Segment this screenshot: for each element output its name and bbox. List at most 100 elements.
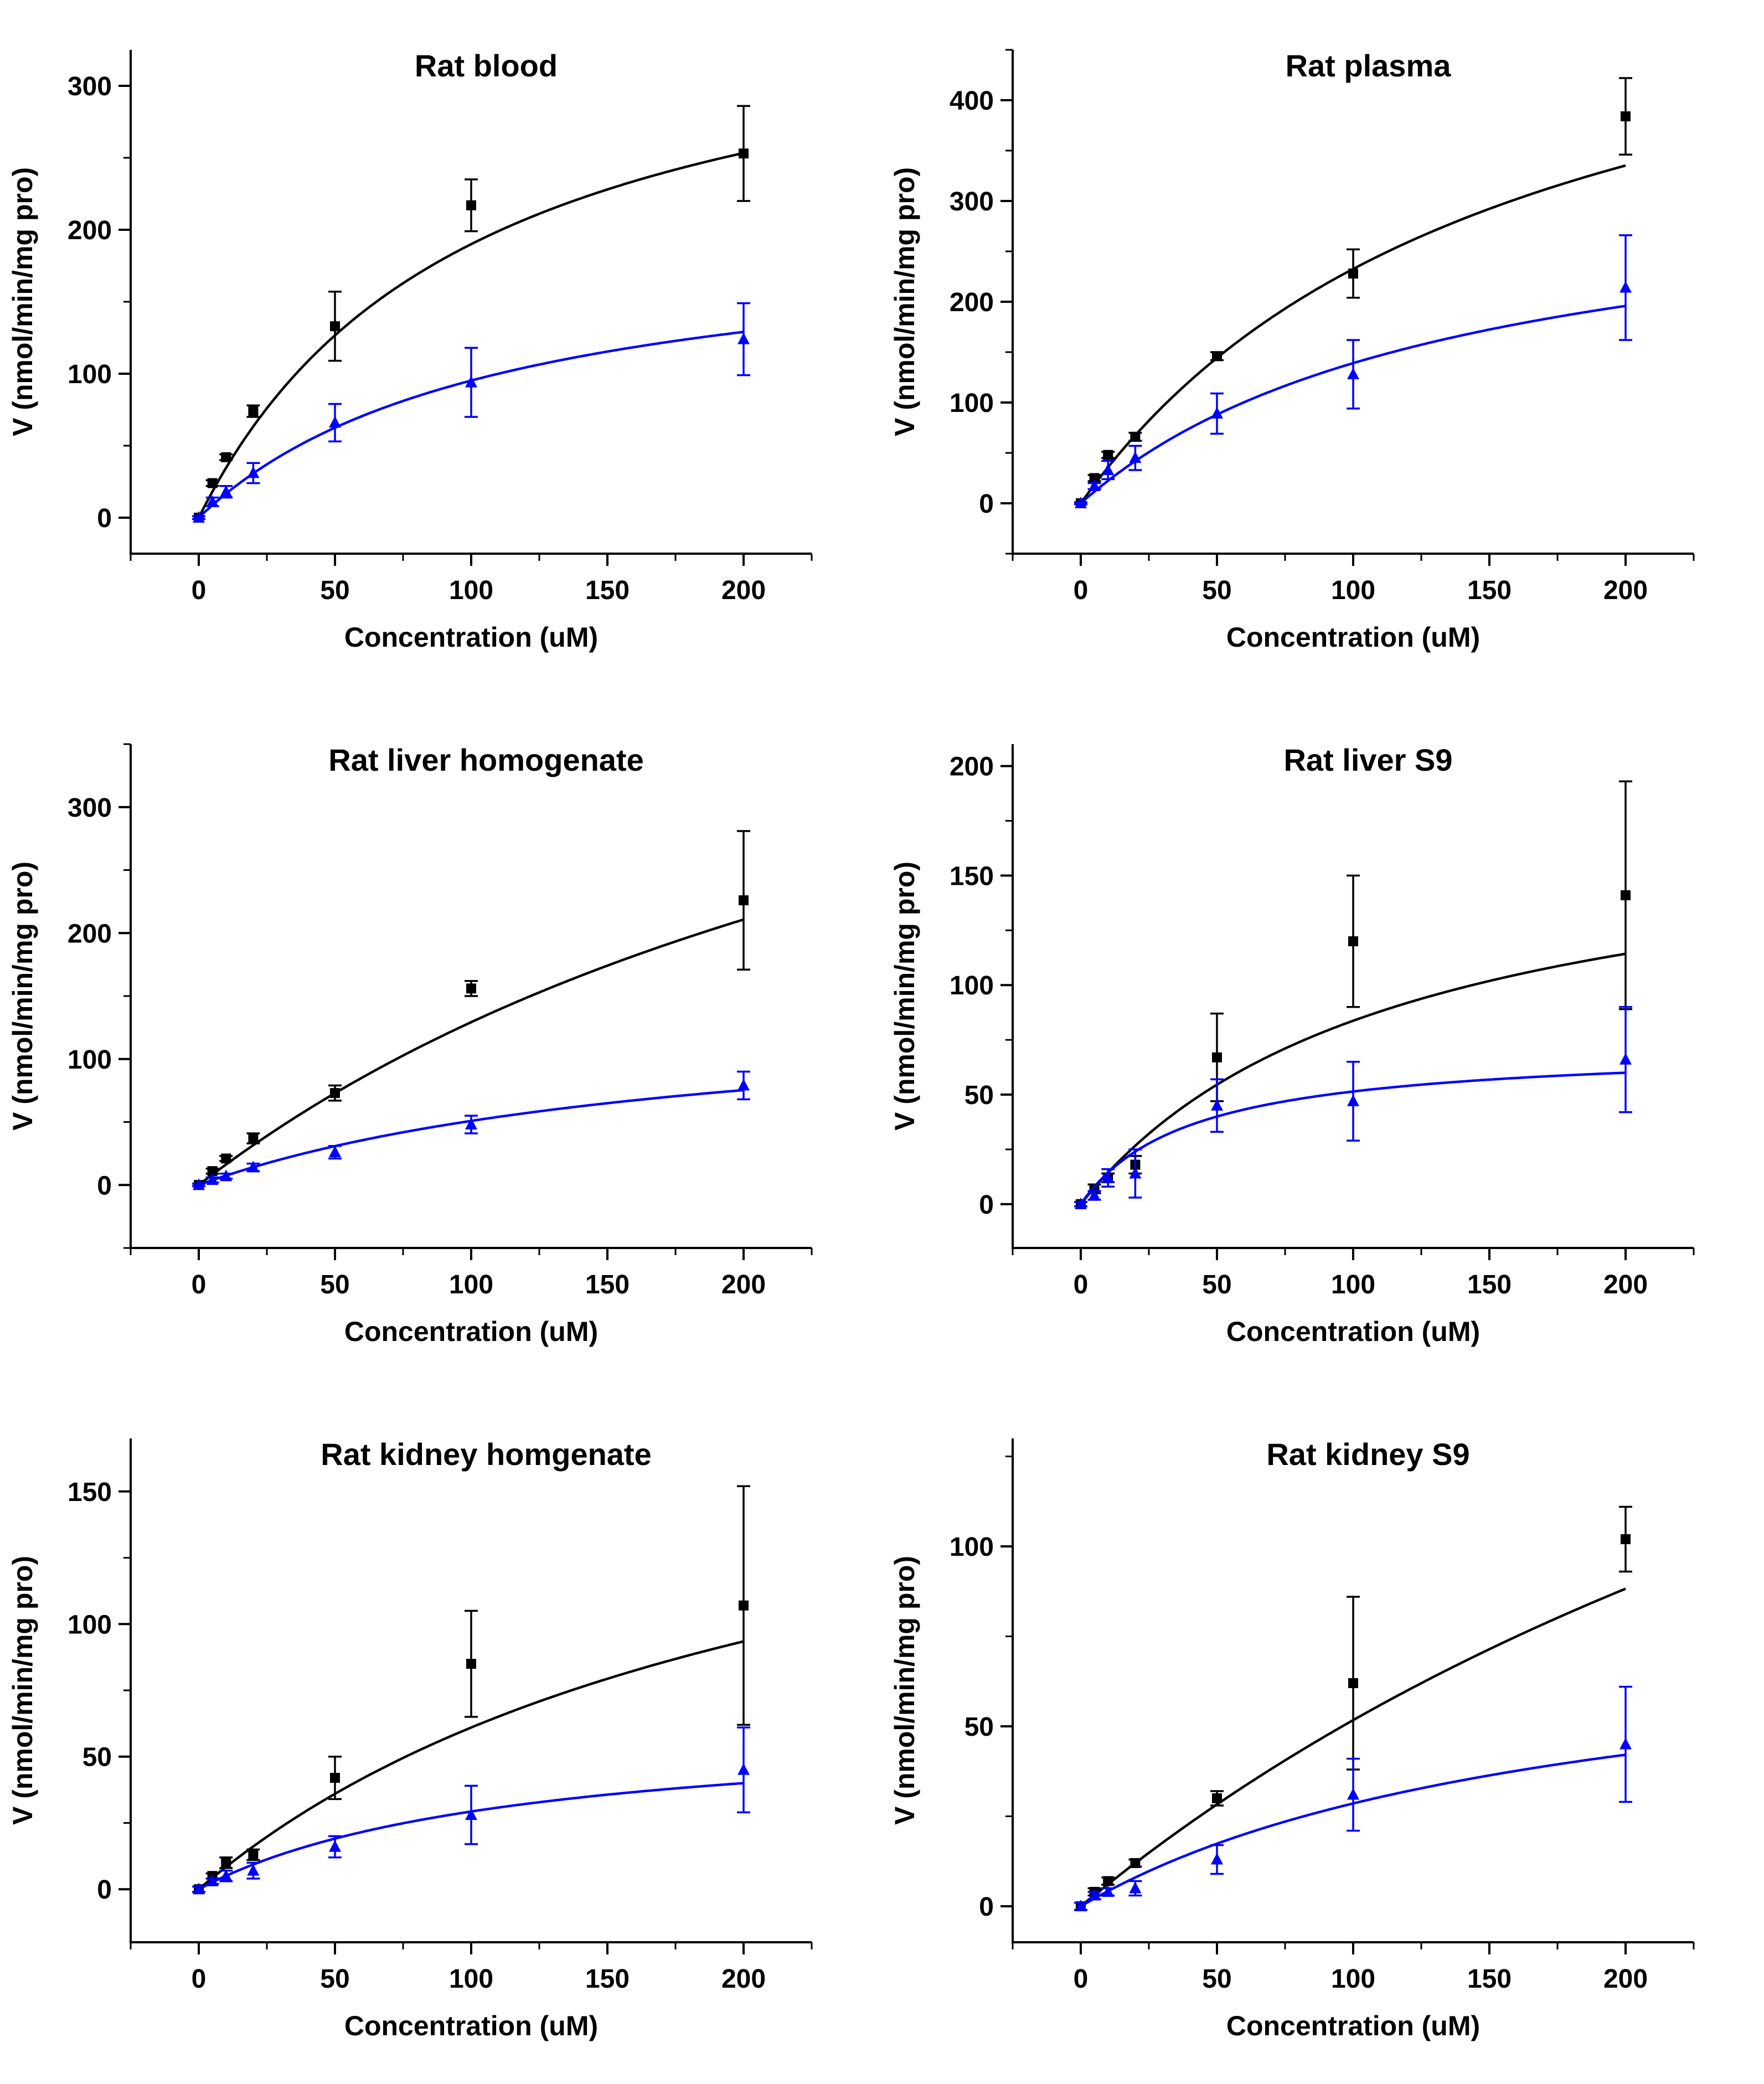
y-tick-label: 50 — [964, 1712, 994, 1742]
y-tick-label: 300 — [950, 187, 994, 216]
x-tick-label: 50 — [1202, 576, 1231, 605]
x-tick-label: 50 — [320, 1270, 349, 1299]
y-axis-label: V (nmol/min/mg pro) — [7, 862, 38, 1131]
chart-panel-5: 0 50 100 150 200 0 50 100 150 Concentration (uM) V… — [7, 1437, 813, 2041]
data-point-series-2 — [1347, 1094, 1359, 1106]
x-tick-label: 100 — [1331, 1270, 1375, 1299]
y-axis-label: V (nmol/min/mg pro) — [7, 167, 38, 436]
data-point-series-2 — [737, 1079, 750, 1091]
x-tick-label: 0 — [1074, 576, 1089, 605]
x-axis-label: Concentration (uM) — [1226, 1316, 1480, 1347]
data-point-series-1 — [1348, 936, 1358, 947]
data-point-series-2 — [220, 1869, 233, 1881]
y-tick-label: 100 — [68, 1610, 112, 1639]
data-point-series-1 — [221, 452, 231, 462]
y-tick-label: 0 — [979, 1190, 994, 1220]
data-point-series-1 — [1130, 431, 1141, 442]
x-axis-label: Concentration (uM) — [1226, 622, 1480, 653]
data-point-series-2 — [1347, 368, 1359, 380]
x-axis-label: Concentration (uM) — [344, 1316, 598, 1347]
data-point-series-2 — [1619, 281, 1632, 293]
data-point-series-1 — [207, 478, 218, 488]
data-point-series-2 — [1211, 407, 1223, 419]
data-point-series-1 — [248, 1849, 259, 1860]
x-tick-label: 100 — [1331, 1964, 1375, 1994]
data-point-series-1 — [1621, 890, 1631, 900]
data-point-series-1 — [1621, 1534, 1631, 1544]
x-tick-label: 200 — [1603, 1964, 1648, 1994]
x-tick-label: 150 — [1467, 1270, 1512, 1299]
chart-title: Rat liver homogenate — [328, 742, 643, 777]
data-point-series-1 — [330, 1773, 340, 1783]
chart-panel-6: 0 50 100 150 200 0 50 100 Concentration (uM) V (n… — [889, 1437, 1695, 2041]
data-point-series-2 — [1088, 479, 1101, 492]
data-point-series-1 — [1348, 1678, 1358, 1688]
data-point-series-2 — [1075, 497, 1087, 508]
chart-panel-3: 0 50 100 150 200 0 100 200 300 Concentration (uM)… — [7, 742, 813, 1347]
data-point-series-2 — [465, 1808, 477, 1820]
y-tick-label: 0 — [979, 1892, 994, 1922]
data-point-series-1 — [739, 895, 749, 906]
y-tick-label: 300 — [68, 793, 112, 823]
y-tick-label: 100 — [950, 1533, 994, 1562]
x-tick-label: 200 — [1603, 1270, 1648, 1299]
data-point-series-2 — [206, 1173, 219, 1185]
chart-panel-1: 0 50 100 150 200 0 100 200 300 Concentration (uM)… — [7, 48, 813, 653]
data-point-series-2 — [1129, 1167, 1142, 1179]
y-tick-label: 0 — [97, 1875, 112, 1905]
x-tick-label: 150 — [1467, 1964, 1512, 1994]
data-point-series-2 — [329, 1146, 341, 1158]
x-tick-label: 200 — [1603, 576, 1648, 605]
data-point-series-2 — [193, 1178, 205, 1190]
data-point-series-2 — [1129, 1881, 1142, 1894]
y-tick-label: 0 — [97, 504, 112, 533]
data-point-series-2 — [1619, 1737, 1632, 1750]
y-axis-label: V (nmol/min/mg pro) — [889, 1556, 920, 1825]
data-point-series-1 — [1089, 473, 1100, 483]
data-point-series-1 — [1103, 1876, 1113, 1886]
chart-panel-2: 0 50 100 150 200 0 100 200 300 400 Concentration (… — [889, 48, 1695, 653]
x-tick-label: 50 — [1202, 1964, 1231, 1994]
x-tick-label: 50 — [320, 576, 349, 605]
fit-curve-series-1 — [1080, 164, 1626, 504]
data-point-series-2 — [1075, 1900, 1087, 1911]
chart-title: Rat blood — [415, 48, 558, 83]
data-point-series-1 — [330, 321, 340, 332]
data-point-series-2 — [329, 1840, 341, 1852]
y-axis-label: V (nmol/min/mg pro) — [889, 167, 920, 436]
data-point-series-2 — [1088, 1889, 1101, 1901]
data-point-series-2 — [247, 1864, 260, 1876]
y-tick-label: 0 — [979, 489, 994, 519]
y-tick-label: 200 — [950, 752, 994, 782]
chart-title: Rat plasma — [1286, 48, 1452, 83]
data-point-series-1 — [1212, 351, 1222, 362]
y-tick-label: 150 — [68, 1478, 112, 1507]
y-tick-label: 200 — [950, 288, 994, 317]
chart-title: Rat kidney S9 — [1266, 1437, 1469, 1472]
data-point-series-1 — [248, 1133, 259, 1144]
x-tick-label: 100 — [1331, 576, 1375, 605]
y-tick-label: 150 — [950, 862, 994, 891]
data-point-series-2 — [465, 1118, 477, 1130]
data-point-series-2 — [247, 1160, 260, 1173]
data-point-series-2 — [247, 466, 260, 478]
x-axis-label: Concentration (uM) — [344, 2010, 598, 2041]
x-tick-label: 200 — [721, 1270, 766, 1299]
data-point-series-2 — [329, 416, 341, 428]
fit-curve-series-1 — [198, 918, 744, 1187]
y-tick-label: 300 — [68, 72, 112, 101]
data-point-series-1 — [207, 1166, 218, 1177]
x-tick-label: 200 — [721, 1964, 766, 1994]
data-point-series-1 — [466, 1659, 476, 1669]
x-tick-label: 50 — [320, 1964, 349, 1994]
data-point-series-2 — [220, 485, 233, 497]
data-point-series-2 — [737, 1763, 750, 1775]
data-point-series-1 — [1212, 1052, 1222, 1062]
fit-curve-series-1 — [197, 152, 744, 519]
data-point-series-2 — [465, 375, 477, 388]
data-point-series-1 — [1348, 269, 1358, 279]
data-point-series-1 — [1621, 111, 1631, 122]
data-point-series-1 — [1212, 1793, 1222, 1803]
x-tick-label: 150 — [585, 1270, 630, 1299]
fit-curve-series-2 — [198, 1089, 744, 1187]
